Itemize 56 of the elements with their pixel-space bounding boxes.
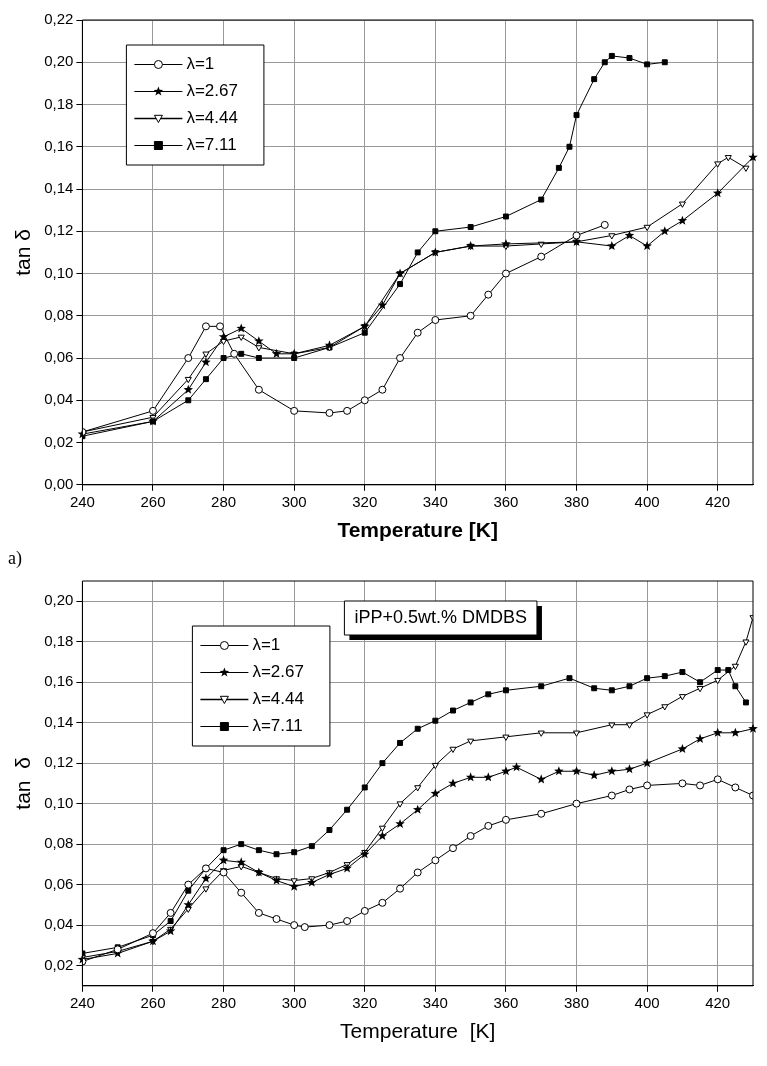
legend-label: λ=2.67: [252, 662, 304, 682]
y-tick-label: 0,02: [44, 432, 74, 450]
x-tick-label: 400: [634, 492, 660, 510]
x-tick-label: 380: [564, 492, 590, 510]
y-tick-label: 0,04: [44, 915, 74, 933]
x-tick-label: 240: [69, 993, 95, 1011]
x-tick-label: 320: [352, 492, 378, 510]
legend-label: λ=4.44: [186, 108, 238, 128]
x-tick-label: 340: [422, 492, 448, 510]
y-tick-label: 0,10: [44, 263, 74, 281]
legend-label: λ=7.11: [252, 716, 303, 736]
y-tick-label: 0,06: [44, 874, 74, 892]
y-tick-label: 0,08: [44, 834, 74, 852]
legend-label: λ=1: [252, 635, 281, 655]
y-tick-label: 0,04: [44, 390, 74, 408]
x-tick-label: 300: [281, 492, 307, 510]
y-tick-label: 0,18: [44, 631, 74, 649]
y-axis-title: tan δ: [11, 757, 35, 810]
y-tick-label: 0,08: [44, 305, 74, 323]
x-tick-label: 260: [140, 492, 166, 510]
x-tick-label: 260: [140, 993, 166, 1011]
x-tick-label: 240: [69, 492, 95, 510]
x-tick-label: 340: [422, 993, 448, 1011]
x-tick-label: 380: [564, 993, 590, 1011]
y-tick-label: 0,06: [44, 348, 74, 366]
y-tick-label: 0,18: [44, 94, 74, 112]
legend-label: λ=4.44: [252, 689, 304, 709]
y-tick-label: 0,14: [44, 179, 74, 197]
y-tick-label: 0,20: [44, 591, 74, 609]
text: a): [8, 548, 23, 569]
y-tick-label: 0,02: [44, 955, 74, 973]
x-axis-title: Temperature [K]: [340, 1019, 496, 1043]
y-tick-label: 0,00: [44, 474, 74, 492]
x-tick-label: 300: [281, 993, 307, 1011]
x-tick-label: 360: [493, 492, 519, 510]
y-tick-label: 0,14: [44, 712, 74, 730]
y-tick-label: 0,12: [44, 221, 74, 239]
y-axis-title: tan δ: [11, 229, 35, 276]
y-tick-label: 0,16: [44, 672, 74, 690]
x-tick-label: 420: [705, 993, 731, 1011]
y-tick-label: 0,12: [44, 753, 74, 771]
legend-label: λ=2.67: [186, 81, 238, 101]
x-axis-title: Temperature [K]: [337, 518, 499, 542]
x-tick-label: 400: [634, 993, 660, 1011]
x-tick-label: 420: [705, 492, 731, 510]
legend-label: λ=1: [186, 54, 215, 74]
x-tick-label: 360: [493, 993, 519, 1011]
x-tick-label: 280: [211, 492, 237, 510]
y-tick-label: 0,16: [44, 136, 74, 154]
x-tick-label: 280: [211, 993, 237, 1011]
y-tick-label: 0,10: [44, 793, 74, 811]
x-tick-label: 320: [352, 993, 378, 1011]
legend-label: λ=7.11: [186, 135, 237, 155]
y-tick-label: 0,22: [44, 10, 74, 28]
y-tick-label: 0,20: [44, 52, 74, 70]
annotation: iPP+0.5wt.% DMDBS: [354, 606, 527, 627]
